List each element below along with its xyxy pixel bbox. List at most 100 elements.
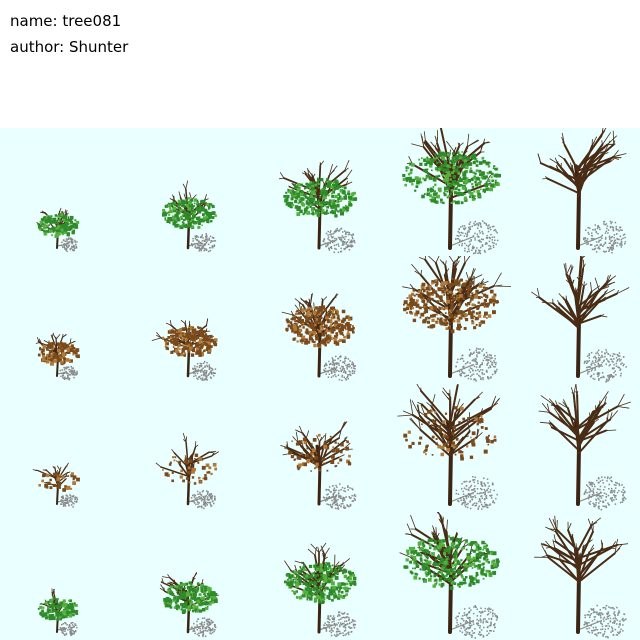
tree-shadow — [56, 365, 78, 381]
tree-sprite-image — [162, 180, 217, 253]
tree-graphic — [162, 180, 217, 253]
tree-graphic — [32, 462, 80, 508]
tree-graphic — [280, 421, 357, 510]
tree-branches — [534, 515, 629, 585]
tree-graphic — [537, 128, 627, 254]
tree-foliage — [284, 562, 357, 604]
tree-sprite-winter-2 — [128, 384, 256, 512]
tree-shadow — [577, 476, 627, 511]
tree-sprite-image — [37, 588, 79, 636]
tree-graphic — [534, 515, 629, 639]
tree-shadow — [187, 233, 217, 253]
tree-foliage — [402, 150, 501, 205]
tree-sprite-autumn-3 — [256, 256, 384, 384]
tree-foliage — [403, 535, 500, 590]
tree-graphic — [151, 318, 218, 381]
sprite-author-label: author: Shunter — [10, 38, 129, 56]
tree-branches — [538, 384, 631, 455]
tree-sprite-winter-5 — [512, 384, 640, 512]
tree-sprite-winter-1 — [0, 384, 128, 512]
tree-foliage — [283, 177, 358, 218]
tree-graphic — [279, 159, 358, 254]
tree-graphic — [155, 432, 220, 510]
tree-graphic — [402, 256, 512, 382]
tree-foliage — [37, 341, 80, 366]
tree-sprite-autumn-2 — [128, 256, 256, 384]
tree-foliage — [37, 213, 80, 238]
tree-shadow — [449, 220, 499, 255]
tree-graphic — [37, 588, 79, 636]
tree-shadow — [56, 494, 79, 508]
tree-sprite-summer-2 — [128, 128, 256, 256]
tree-sprite-image — [32, 462, 80, 508]
tree-graphic — [281, 293, 357, 382]
tree-sprite-image — [281, 293, 357, 382]
tree-sprite-image — [280, 421, 357, 510]
tree-sprite-autumn-1 — [0, 256, 128, 384]
tree-sprite-spring-1 — [0, 512, 128, 640]
tree-foliage — [162, 453, 218, 485]
tree-sprite-image — [151, 318, 218, 381]
tree-sprite-image — [279, 159, 358, 254]
tree-shadow — [187, 360, 217, 381]
tree-sprite-image — [402, 256, 512, 382]
tree-shadow — [577, 220, 627, 254]
tree-shadow — [449, 476, 498, 510]
tree-sprite-image — [402, 128, 501, 255]
tree-shadow — [577, 604, 627, 639]
tree-shadow — [449, 347, 498, 382]
tree-sprite-summer-4 — [384, 128, 512, 256]
tree-shadow — [187, 617, 217, 637]
tree-sprite-image — [35, 332, 80, 381]
tree-sprite-autumn-4 — [384, 256, 512, 384]
tree-foliage — [403, 277, 499, 334]
tree-foliage — [37, 597, 79, 621]
tree-sprite-image — [36, 207, 80, 253]
tree-trunk — [574, 164, 582, 250]
tree-sprite-spring-3 — [256, 512, 384, 640]
tree-shadow — [56, 237, 78, 253]
tree-graphic — [538, 384, 631, 511]
tree-foliage — [285, 305, 355, 348]
tree-sprite-spring-5 — [512, 512, 640, 640]
tree-sprite-spring-2 — [128, 512, 256, 640]
tree-graphic — [402, 128, 501, 255]
tree-graphic — [284, 542, 357, 637]
tree-shadow — [56, 621, 78, 636]
tree-sprite-image — [538, 384, 631, 511]
tree-sprite-winter-3 — [256, 384, 384, 512]
tree-graphic — [397, 384, 501, 510]
tree-graphic — [35, 332, 80, 381]
tree-foliage — [162, 325, 218, 357]
tree-sprite-image — [155, 432, 220, 510]
tree-foliage — [163, 581, 218, 614]
tree-sprite-summer-3 — [256, 128, 384, 256]
tree-shadow — [318, 227, 356, 254]
tree-shadow — [318, 611, 357, 637]
tree-foliage — [38, 472, 80, 492]
tree-shadow — [318, 355, 357, 382]
tree-sprite-image — [531, 256, 630, 383]
tree-sprite-winter-4 — [384, 384, 512, 512]
sprite-name-label: name: tree081 — [10, 12, 122, 30]
sprite-info: name: tree081 author: Shunter — [10, 8, 128, 60]
tree-branches — [531, 256, 630, 329]
tree-shadow — [577, 349, 627, 383]
tree-foliage — [162, 197, 217, 230]
tree-sprite-image — [159, 572, 219, 637]
tree-sprite-image — [534, 515, 629, 639]
tree-graphic — [399, 512, 500, 639]
tree-sprite-image — [399, 512, 500, 639]
tree-graphic — [159, 572, 219, 637]
tree-sprite-image — [397, 384, 501, 510]
tree-branches — [537, 128, 627, 198]
tree-shadow — [187, 489, 216, 510]
tree-sprite-autumn-5 — [512, 256, 640, 384]
tree-graphic — [531, 256, 630, 383]
tree-sprite-summer-5 — [512, 128, 640, 256]
tree-graphic — [36, 207, 80, 253]
tree-foliage — [403, 406, 497, 461]
tree-sprite-image — [537, 128, 627, 254]
tree-sprite-image — [284, 542, 357, 637]
tree-shadow — [318, 483, 357, 510]
